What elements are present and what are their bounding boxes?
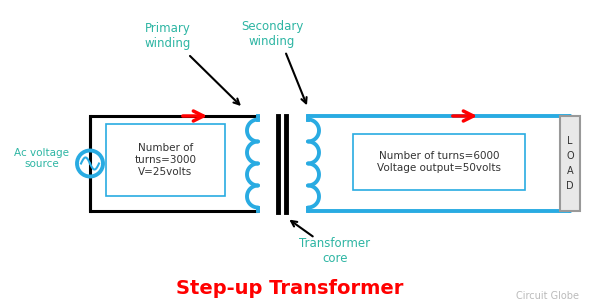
FancyBboxPatch shape — [106, 124, 225, 196]
Text: Ac voltage
source: Ac voltage source — [14, 148, 70, 169]
Text: L
O
A
D: L O A D — [566, 136, 574, 191]
FancyBboxPatch shape — [353, 134, 525, 190]
Text: Circuit Globe: Circuit Globe — [517, 291, 580, 301]
Text: Secondary
winding: Secondary winding — [241, 20, 303, 48]
Text: Number of turns=6000
Voltage output=50volts: Number of turns=6000 Voltage output=50vo… — [377, 151, 501, 173]
Text: Primary
winding: Primary winding — [145, 22, 191, 50]
Text: Step-up Transformer: Step-up Transformer — [176, 278, 404, 297]
Text: Transformer
core: Transformer core — [299, 237, 371, 265]
Text: Number of
turns=3000
V=25volts: Number of turns=3000 V=25volts — [134, 144, 197, 177]
FancyBboxPatch shape — [560, 116, 580, 211]
